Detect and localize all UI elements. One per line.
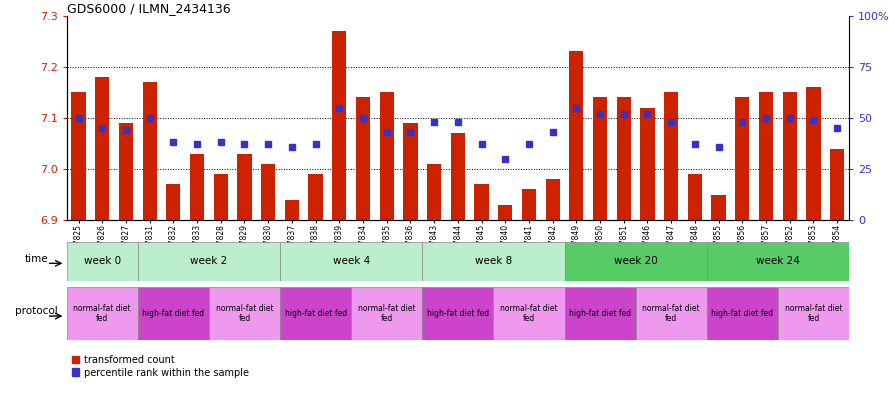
Text: week 2: week 2 — [190, 256, 228, 266]
Text: normal-fat diet
fed: normal-fat diet fed — [216, 304, 273, 323]
Bar — [308, 174, 323, 220]
Bar — [67, 242, 138, 281]
Bar — [284, 200, 299, 220]
Bar — [565, 242, 707, 281]
Bar — [806, 87, 821, 220]
Bar — [569, 51, 583, 220]
Text: normal-fat diet
fed: normal-fat diet fed — [358, 304, 415, 323]
Bar — [451, 133, 465, 220]
Bar — [707, 242, 849, 281]
Bar — [261, 164, 276, 220]
Bar — [640, 108, 654, 220]
Text: week 24: week 24 — [756, 256, 800, 266]
Bar — [332, 31, 347, 220]
Bar — [593, 97, 607, 220]
Text: high-fat diet fed: high-fat diet fed — [284, 309, 347, 318]
Bar — [67, 287, 138, 340]
Bar — [711, 195, 725, 220]
Text: normal-fat diet
fed: normal-fat diet fed — [501, 304, 557, 323]
Text: high-fat diet fed: high-fat diet fed — [569, 309, 631, 318]
Bar — [138, 287, 209, 340]
Bar — [617, 97, 631, 220]
Bar — [119, 123, 133, 220]
Text: normal-fat diet
fed: normal-fat diet fed — [74, 304, 131, 323]
Bar — [280, 242, 422, 281]
Bar — [782, 92, 797, 220]
Bar — [475, 184, 489, 220]
Bar — [142, 82, 156, 220]
Bar — [71, 92, 85, 220]
Bar — [138, 242, 280, 281]
Bar — [636, 287, 707, 340]
Text: week 4: week 4 — [332, 256, 370, 266]
Bar — [280, 287, 351, 340]
Bar — [735, 97, 749, 220]
Text: high-fat diet fed: high-fat diet fed — [711, 309, 773, 318]
Text: normal-fat diet
fed: normal-fat diet fed — [643, 304, 700, 323]
Bar — [707, 287, 778, 340]
Bar — [356, 97, 370, 220]
Bar — [380, 92, 394, 220]
Bar — [209, 287, 280, 340]
Bar — [688, 174, 702, 220]
Text: high-fat diet fed: high-fat diet fed — [427, 309, 489, 318]
Text: week 20: week 20 — [613, 256, 658, 266]
Bar — [95, 77, 109, 220]
Text: high-fat diet fed: high-fat diet fed — [142, 309, 204, 318]
Bar — [404, 123, 418, 220]
Legend: transformed count, percentile rank within the sample: transformed count, percentile rank withi… — [71, 354, 249, 378]
Bar — [565, 287, 636, 340]
Text: week 8: week 8 — [475, 256, 512, 266]
Text: protocol: protocol — [15, 306, 58, 316]
Bar — [664, 92, 678, 220]
Bar — [427, 164, 441, 220]
Bar — [422, 242, 565, 281]
Bar — [498, 205, 512, 220]
Bar — [759, 92, 773, 220]
Text: week 0: week 0 — [84, 256, 121, 266]
Bar — [351, 287, 422, 340]
Bar — [213, 174, 228, 220]
Text: time: time — [25, 254, 49, 264]
Bar — [493, 287, 565, 340]
Bar — [422, 287, 493, 340]
Bar — [546, 179, 560, 220]
Bar — [237, 154, 252, 220]
Bar — [522, 189, 536, 220]
Bar — [166, 184, 180, 220]
Bar — [830, 149, 845, 220]
Text: GDS6000 / ILMN_2434136: GDS6000 / ILMN_2434136 — [67, 2, 230, 15]
Text: normal-fat diet
fed: normal-fat diet fed — [785, 304, 842, 323]
Bar — [778, 287, 849, 340]
Bar — [190, 154, 204, 220]
